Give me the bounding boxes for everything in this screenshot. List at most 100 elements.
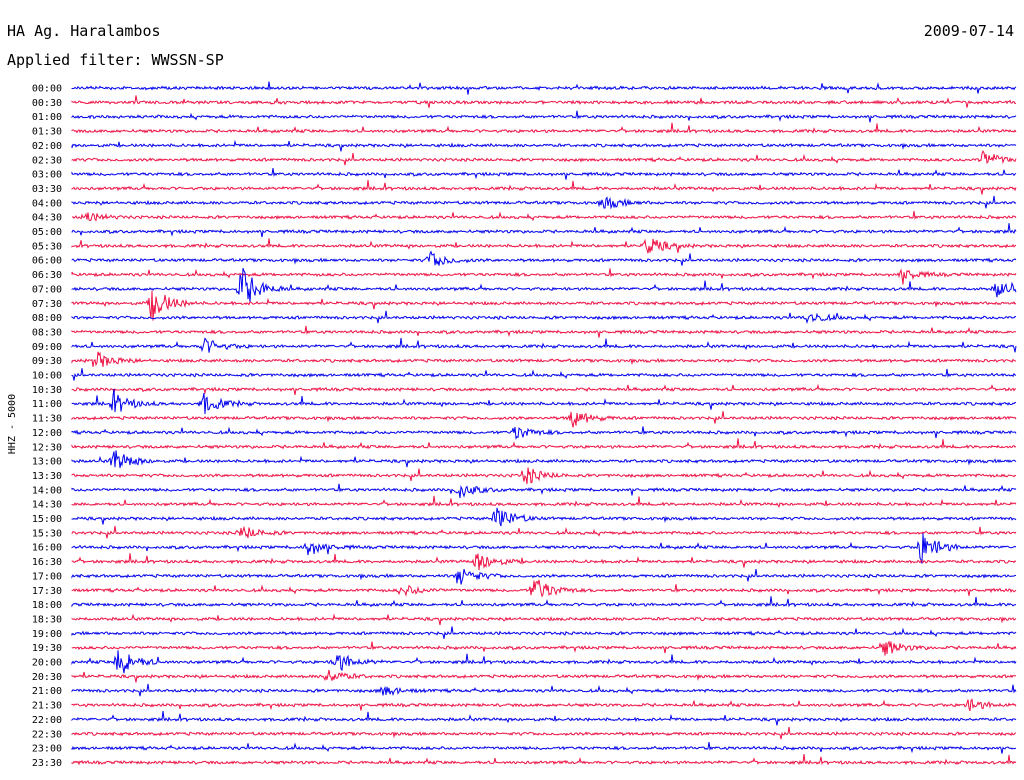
tick-label-0330: 03:30 — [32, 184, 62, 195]
trace-1200 — [71, 426, 1017, 440]
trace-0400 — [71, 195, 1017, 210]
trace-1330 — [71, 467, 1017, 485]
trace-1300 — [71, 450, 1017, 469]
tick-label-0130: 01:30 — [32, 127, 62, 138]
tick-label-0630: 06:30 — [32, 270, 62, 281]
trace-1030 — [71, 383, 1017, 395]
tick-label-1600: 16:00 — [32, 543, 62, 554]
tick-label-0800: 08:00 — [32, 313, 62, 324]
tick-label-0600: 06:00 — [32, 256, 62, 267]
trace-0530 — [71, 238, 1017, 254]
trace-1700 — [71, 568, 1017, 585]
trace-group — [71, 81, 1017, 766]
tick-label-2300: 23:00 — [32, 744, 62, 755]
trace-0330 — [71, 180, 1017, 195]
trace-1400 — [71, 483, 1017, 499]
tick-label-2100: 21:00 — [32, 686, 62, 697]
trace-1130 — [71, 411, 1017, 428]
tick-label-0400: 04:00 — [32, 198, 62, 209]
tick-label-1300: 13:00 — [32, 457, 62, 468]
tick-label-1900: 19:00 — [32, 629, 62, 640]
tick-label-0030: 00:30 — [32, 98, 62, 109]
trace-1600 — [71, 533, 1017, 564]
tick-label-1530: 15:30 — [32, 528, 62, 539]
tick-label-1730: 17:30 — [32, 586, 62, 597]
channel-label: HHZ - 5000 — [7, 394, 18, 454]
trace-0700 — [71, 268, 1017, 303]
tick-label-0500: 05:00 — [32, 227, 62, 238]
trace-0230 — [71, 149, 1017, 166]
trace-0430 — [71, 211, 1017, 222]
trace-0900 — [71, 337, 1017, 353]
tick-label-2230: 22:30 — [32, 729, 62, 740]
tick-label-1100: 11:00 — [32, 399, 62, 410]
tick-label-2330: 23:30 — [32, 758, 62, 769]
trace-0300 — [71, 168, 1017, 180]
trace-2130 — [71, 698, 1017, 712]
tick-label-0930: 09:30 — [32, 356, 62, 367]
tick-label-1000: 10:00 — [32, 371, 62, 382]
trace-0730 — [71, 290, 1017, 321]
trace-1930 — [71, 640, 1017, 656]
tick-label-0300: 03:00 — [32, 170, 62, 181]
applied-filter: Applied filter: WWSSN-SP — [7, 51, 224, 69]
tick-label-0430: 04:30 — [32, 213, 62, 224]
tick-label-1700: 17:00 — [32, 571, 62, 582]
trace-0000 — [71, 81, 1017, 95]
tick-label-2000: 20:00 — [32, 658, 62, 669]
tick-label-0230: 02:30 — [32, 155, 62, 166]
trace-2330 — [71, 754, 1017, 766]
tick-label-0700: 07:00 — [32, 284, 62, 295]
tick-label-2200: 22:00 — [32, 715, 62, 726]
tick-label-1830: 18:30 — [32, 614, 62, 625]
tick-label-2030: 20:30 — [32, 672, 62, 683]
tick-label-0100: 01:00 — [32, 112, 62, 123]
trace-0500 — [71, 223, 1017, 238]
trace-0630 — [71, 268, 1017, 285]
tick-label-1930: 19:30 — [32, 643, 62, 654]
trace-1830 — [71, 613, 1017, 626]
trace-0930 — [71, 351, 1017, 368]
tick-label-0830: 08:30 — [32, 327, 62, 338]
tick-label-0200: 02:00 — [32, 141, 62, 152]
station-name: HA Ag. Haralambos — [7, 22, 161, 40]
trace-0130 — [71, 122, 1017, 134]
tick-label-1800: 18:00 — [32, 600, 62, 611]
trace-1230 — [71, 438, 1017, 450]
tick-label-1630: 16:30 — [32, 557, 62, 568]
tick-label-0730: 07:30 — [32, 299, 62, 310]
trace-2030 — [71, 669, 1017, 683]
trace-1430 — [71, 495, 1017, 508]
tick-label-1430: 14:30 — [32, 500, 62, 511]
trace-0830 — [71, 325, 1017, 338]
record-date: 2009-07-14 — [923, 22, 1014, 40]
tick-label-1200: 12:00 — [32, 428, 62, 439]
tick-label-0000: 00:00 — [32, 84, 62, 95]
trace-1500 — [71, 507, 1017, 527]
trace-0800 — [71, 310, 1017, 325]
trace-2200 — [71, 711, 1017, 726]
tick-label-1230: 12:30 — [32, 442, 62, 453]
tick-label-0530: 05:30 — [32, 241, 62, 252]
trace-0200 — [71, 139, 1017, 152]
trace-1000 — [71, 368, 1017, 381]
tick-label-1500: 15:00 — [32, 514, 62, 525]
trace-1100 — [71, 388, 1017, 415]
tick-label-2130: 21:30 — [32, 701, 62, 712]
trace-2100 — [71, 683, 1017, 697]
trace-1630 — [71, 553, 1017, 571]
tick-label-0900: 09:00 — [32, 342, 62, 353]
tick-label-1130: 11:30 — [32, 414, 62, 425]
tick-label-1330: 13:30 — [32, 471, 62, 482]
trace-1730 — [71, 579, 1017, 598]
trace-0100 — [71, 110, 1017, 123]
trace-1530 — [71, 525, 1017, 539]
tick-label-1030: 10:30 — [32, 385, 62, 396]
trace-2300 — [71, 742, 1017, 754]
trace-0030 — [71, 95, 1017, 108]
tick-label-1400: 14:00 — [32, 485, 62, 496]
trace-0600 — [71, 250, 1017, 266]
trace-2230 — [71, 726, 1017, 740]
trace-1800 — [71, 596, 1017, 608]
